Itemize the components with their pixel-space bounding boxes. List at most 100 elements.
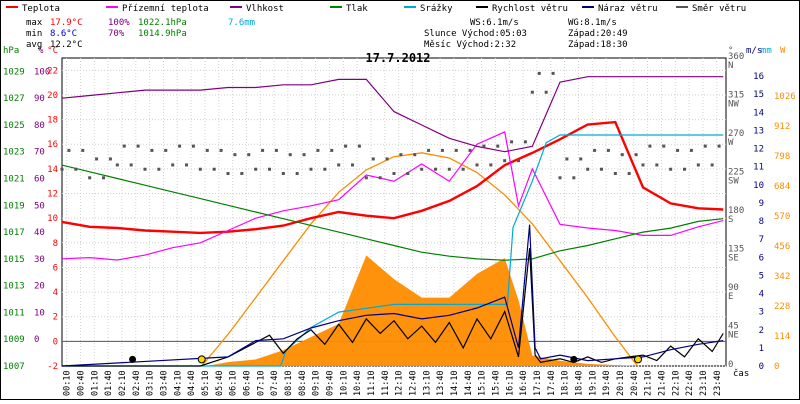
wind-direction-point xyxy=(88,176,92,180)
wind-direction-point xyxy=(579,157,583,161)
direction-name-label: W xyxy=(728,138,734,148)
x-tick-label: 17:40 xyxy=(547,370,557,396)
wind-direction-point xyxy=(115,163,119,167)
x-tick-label: 02:40 xyxy=(132,370,142,396)
legend-label-5: Rychlost větru xyxy=(492,4,568,14)
hpa-tick-label: 1017 xyxy=(3,228,25,238)
wind-direction-point xyxy=(129,163,133,167)
wind-direction-point xyxy=(337,163,341,167)
wind-direction-point xyxy=(600,167,603,171)
wm2-tick-label: 570 xyxy=(774,212,790,222)
stat-max-hum: 100% xyxy=(108,18,130,28)
wm2-tick-label: 114 xyxy=(774,332,790,342)
wind-direction-point xyxy=(233,153,237,157)
celsius-tick-label: 20 xyxy=(47,91,58,101)
wind-direction-point xyxy=(274,148,278,152)
wind-direction-point xyxy=(191,144,195,148)
wind-direction-point xyxy=(157,167,161,171)
direction-name-label: NW xyxy=(728,100,739,110)
series-line-5 xyxy=(62,248,724,367)
wind-direction-point xyxy=(281,172,285,175)
x-tick-label: 09:40 xyxy=(325,370,335,396)
ms-tick-label: 13 xyxy=(753,126,764,136)
astro-moon-set: Západ:18:30 xyxy=(568,40,628,50)
x-tick-label: 20:10 xyxy=(616,370,626,396)
ms-tick-label: 5 xyxy=(759,271,764,281)
wind-direction-point xyxy=(406,172,410,175)
x-tick-label: 22:40 xyxy=(685,370,695,396)
pct-tick-label: 100 xyxy=(34,67,50,77)
astro-wind-gust: WG:8.1m/s xyxy=(568,18,617,28)
wind-direction-point xyxy=(205,148,209,152)
wind-direction-point xyxy=(710,163,714,167)
pct-tick-label: 0 xyxy=(34,335,39,345)
x-tick-label: 06:10 xyxy=(229,370,239,396)
ms-tick-label: 7 xyxy=(759,235,764,245)
celsius-tick-label: 4 xyxy=(53,288,58,298)
sunrise-marker xyxy=(197,355,206,364)
stat-min-label: min xyxy=(26,29,42,39)
wind-direction-point xyxy=(648,144,652,148)
pct-tick-label: 90 xyxy=(34,94,45,104)
celsius-tick-label: 12 xyxy=(47,190,58,200)
direction-tick-label: 45 xyxy=(728,322,739,332)
x-tick-label: 07:10 xyxy=(256,370,266,396)
direction-tick-label: 225 xyxy=(728,168,744,178)
wind-direction-point xyxy=(620,153,624,157)
wind-direction-point xyxy=(517,159,520,163)
x-tick-label: 00:10 xyxy=(63,370,73,396)
x-tick-label: 18:10 xyxy=(561,370,571,396)
direction-name-label: E xyxy=(728,292,733,302)
direction-tick-label: 90 xyxy=(728,283,739,293)
wind-direction-point xyxy=(413,153,417,157)
x-tick-label: 02:10 xyxy=(118,370,128,396)
wm2-tick-label: 342 xyxy=(774,272,790,282)
direction-tick-label: 180 xyxy=(728,206,744,216)
x-tick-label: 09:10 xyxy=(312,370,322,396)
direction-tick-label: 315 xyxy=(728,91,744,101)
astro-moon: Měsíc Východ:2:32 xyxy=(424,40,516,50)
wind-direction-point xyxy=(427,148,431,152)
celsius-unit-label: °C xyxy=(47,46,58,56)
wind-direction-point xyxy=(288,153,292,157)
wind-direction-point xyxy=(295,172,299,175)
x-tick-label: 14:10 xyxy=(450,370,460,396)
wm2-tick-label: 798 xyxy=(774,152,790,162)
wind-direction-point xyxy=(171,163,175,167)
legend-label-2: Vlhkost xyxy=(246,4,284,14)
wm2-tick-label: 228 xyxy=(774,302,790,312)
wind-direction-point xyxy=(468,148,472,152)
direction-tick-label: 0 xyxy=(728,360,733,370)
x-tick-label: 12:40 xyxy=(408,370,418,396)
celsius-tick-label: 10 xyxy=(47,214,58,224)
wind-direction-point xyxy=(143,167,147,171)
wind-direction-point xyxy=(662,144,666,148)
wind-direction-point xyxy=(122,144,126,148)
wind-direction-point xyxy=(81,148,85,152)
celsius-tick-label: 18 xyxy=(47,116,58,126)
wind-direction-point xyxy=(461,167,465,171)
x-tick-label: 10:10 xyxy=(339,370,349,396)
wind-direction-point xyxy=(641,163,645,167)
wind-direction-point xyxy=(420,167,424,171)
wind-direction-point xyxy=(371,157,375,161)
x-tick-label: 13:10 xyxy=(422,370,432,396)
ms-tick-label: 10 xyxy=(753,181,764,191)
wm2-tick-label: 456 xyxy=(774,242,790,252)
wind-direction-point xyxy=(655,163,659,167)
celsius-tick-label: 6 xyxy=(53,263,58,273)
wind-direction-point xyxy=(357,144,361,148)
wm2-unit-label: W xyxy=(780,46,786,56)
stat-max-rain: 7.6mm xyxy=(228,18,255,28)
x-tick-label: 03:40 xyxy=(159,370,169,396)
celsius-tick-label: 8 xyxy=(53,239,58,249)
x-tick-label: 06:40 xyxy=(242,370,252,396)
direction-name-label: SW xyxy=(728,177,739,187)
hpa-tick-label: 1027 xyxy=(3,94,25,104)
celsius-tick-label: 0 xyxy=(53,337,58,347)
wind-direction-point xyxy=(593,148,597,152)
x-tick-label: 16:10 xyxy=(505,370,515,396)
x-tick-label: 00:40 xyxy=(76,370,86,396)
stat-max-temp: 17.9°C xyxy=(50,18,83,28)
sunset-marker xyxy=(634,355,643,364)
